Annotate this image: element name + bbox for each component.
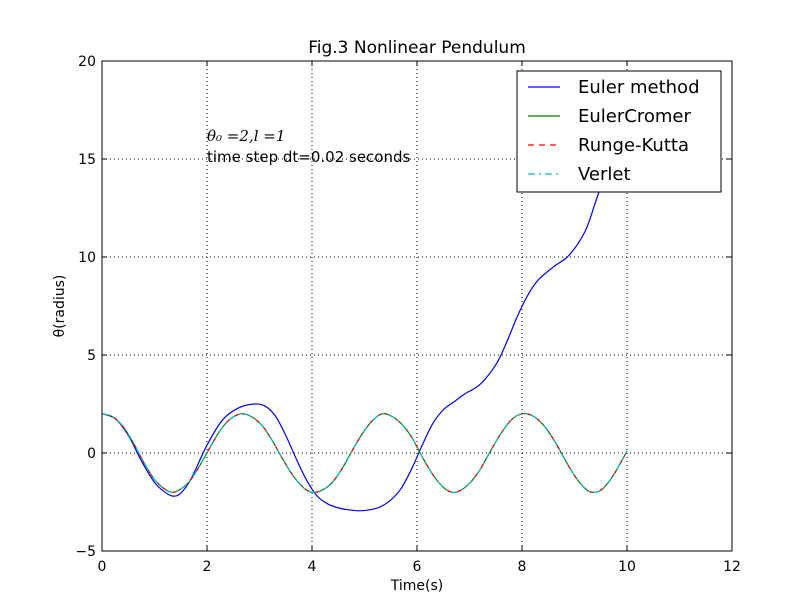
legend-box <box>516 70 722 193</box>
x-tick-label: 6 <box>413 559 422 575</box>
legend-label-1: Euler method <box>578 77 700 98</box>
legend-items: Euler method EulerCromer Runge-Kutta Verlet <box>528 77 700 185</box>
legend-label-3: Runge-Kutta <box>578 135 689 156</box>
y-tick-label: 5 <box>87 348 96 364</box>
y-tick-label: 0 <box>87 446 96 462</box>
y-tick-label: 15 <box>78 152 96 168</box>
y-tick-label: −5 <box>75 544 96 560</box>
annotation-timestep: time step dt=0.02 seconds <box>207 148 411 166</box>
y-axis-label: θ(radius) <box>52 275 68 338</box>
x-tick-label: 2 <box>203 559 212 575</box>
x-axis-label: Time(s) <box>390 578 443 594</box>
series-layer <box>102 178 628 512</box>
chart-title: Fig.3 Nonlinear Pendulum <box>308 38 526 58</box>
x-tick-label: 10 <box>618 559 636 575</box>
series-line-1 <box>102 178 604 512</box>
y-tick-label: 10 <box>78 250 96 266</box>
legend-label-2: EulerCromer <box>578 106 691 127</box>
x-tick-label: 4 <box>308 559 317 575</box>
x-tick-label: 0 <box>98 559 107 575</box>
annotation-parameters: θ₀ =2,l =1 <box>207 127 285 145</box>
legend: Euler method EulerCromer Runge-Kutta Verlet <box>516 70 722 193</box>
x-tick-label: 12 <box>723 559 741 575</box>
y-tick-label: 20 <box>78 54 96 70</box>
legend-label-4: Verlet <box>578 164 631 185</box>
series-line-2 <box>102 412 628 494</box>
x-tick-label: 8 <box>518 559 527 575</box>
